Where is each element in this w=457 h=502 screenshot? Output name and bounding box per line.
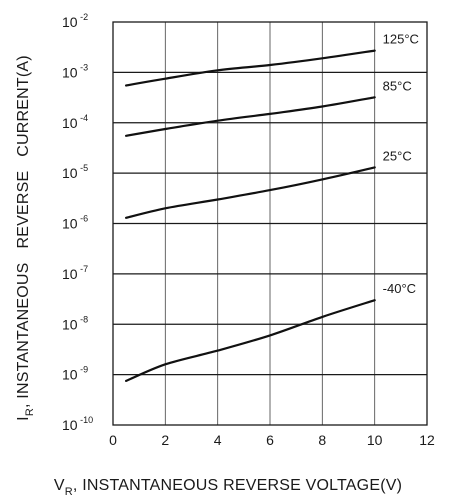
x-tick-label: 4	[214, 432, 222, 448]
series-line	[125, 96, 376, 137]
series-label: -40°C	[383, 281, 416, 296]
y-axis-title: IR, INSTANTANEOUS REVERSE CURRENT(A)	[15, 55, 36, 421]
series-labels: 125°C 85°C 25°C -40°C	[383, 32, 419, 297]
y-tick-label: 10 -3	[62, 62, 88, 80]
x-tick-label: 2	[161, 432, 169, 448]
x-axis-subscript: R	[65, 486, 73, 498]
x-tick-label: 0	[109, 432, 117, 448]
y-axis-label: INSTANTANEOUS REVERSE CURRENT(A)	[15, 55, 32, 399]
x-axis-separator: ,	[73, 477, 82, 494]
x-tick-label: 10	[367, 432, 383, 448]
x-tick-label: 6	[266, 432, 274, 448]
y-axis-symbol: I	[15, 416, 32, 421]
plot-frame	[112, 21, 428, 426]
y-tick-label: 10 -9	[62, 365, 88, 383]
x-axis-symbol: V	[54, 477, 65, 494]
grid	[113, 22, 427, 425]
y-tick-label: 10 -8	[62, 314, 88, 332]
series-lines	[125, 49, 376, 382]
series-label: 125°C	[383, 32, 419, 47]
x-tick-label: 12	[419, 432, 435, 448]
y-tick-label: 10 -7	[62, 264, 88, 282]
y-tick-label: 10 -5	[62, 163, 88, 181]
y-axis-subscript: R	[24, 408, 36, 416]
y-tick-label: 10 -4	[62, 113, 88, 131]
x-axis-title: VR, INSTANTANEOUS REVERSE VOLTAGE(V)	[54, 477, 402, 498]
y-tick-label: 10 -2	[62, 12, 88, 30]
y-tick-label: 10 -6	[62, 214, 88, 232]
series-line	[125, 299, 376, 382]
x-tick-label: 8	[318, 432, 326, 448]
y-axis-separator: ,	[15, 399, 32, 408]
series-line	[125, 166, 376, 219]
series-label: 25°C	[383, 148, 412, 163]
x-axis-label: INSTANTANEOUS REVERSE VOLTAGE(V)	[82, 477, 402, 494]
series-line	[125, 49, 376, 87]
x-tick-labels: 0 2 4 6 8 10 12	[109, 432, 435, 448]
y-tick-labels: 10 -10 10 -9 10 -8 10 -7 10 -6 10 -5 10 -4 10 -…	[62, 12, 93, 433]
y-tick-label: 10 -10	[62, 415, 93, 433]
series-label: 85°C	[383, 78, 412, 93]
